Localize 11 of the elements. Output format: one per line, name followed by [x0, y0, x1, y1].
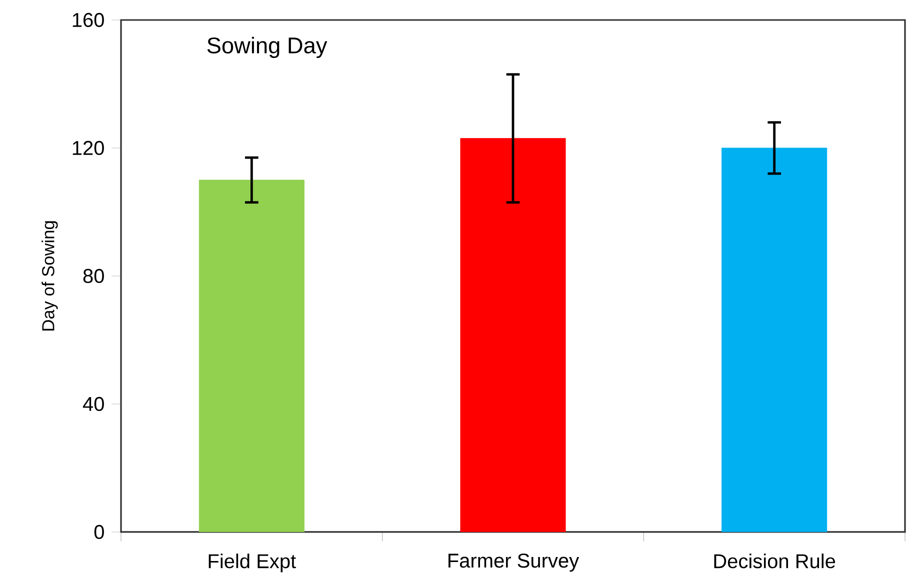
- x-tick-label: Field Expt: [208, 554, 296, 572]
- y-tick-label: 80: [83, 268, 104, 284]
- x-tick-label: Farmer Survey: [448, 554, 580, 572]
- y-tick-label: 0: [94, 524, 104, 540]
- text: Sowing Day: [207, 36, 328, 58]
- bar: [198, 180, 304, 532]
- y-tick-label: 40: [82, 396, 104, 412]
- y-axis-title: Day of Sowing: [42, 221, 58, 330]
- y-tick-label: 120: [72, 140, 104, 156]
- y-tick-label: 160: [72, 12, 104, 28]
- x-tick-label: Decision Rule: [714, 554, 836, 568]
